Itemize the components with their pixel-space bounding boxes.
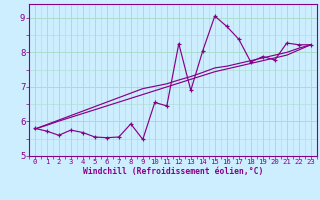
X-axis label: Windchill (Refroidissement éolien,°C): Windchill (Refroidissement éolien,°C) [83,167,263,176]
